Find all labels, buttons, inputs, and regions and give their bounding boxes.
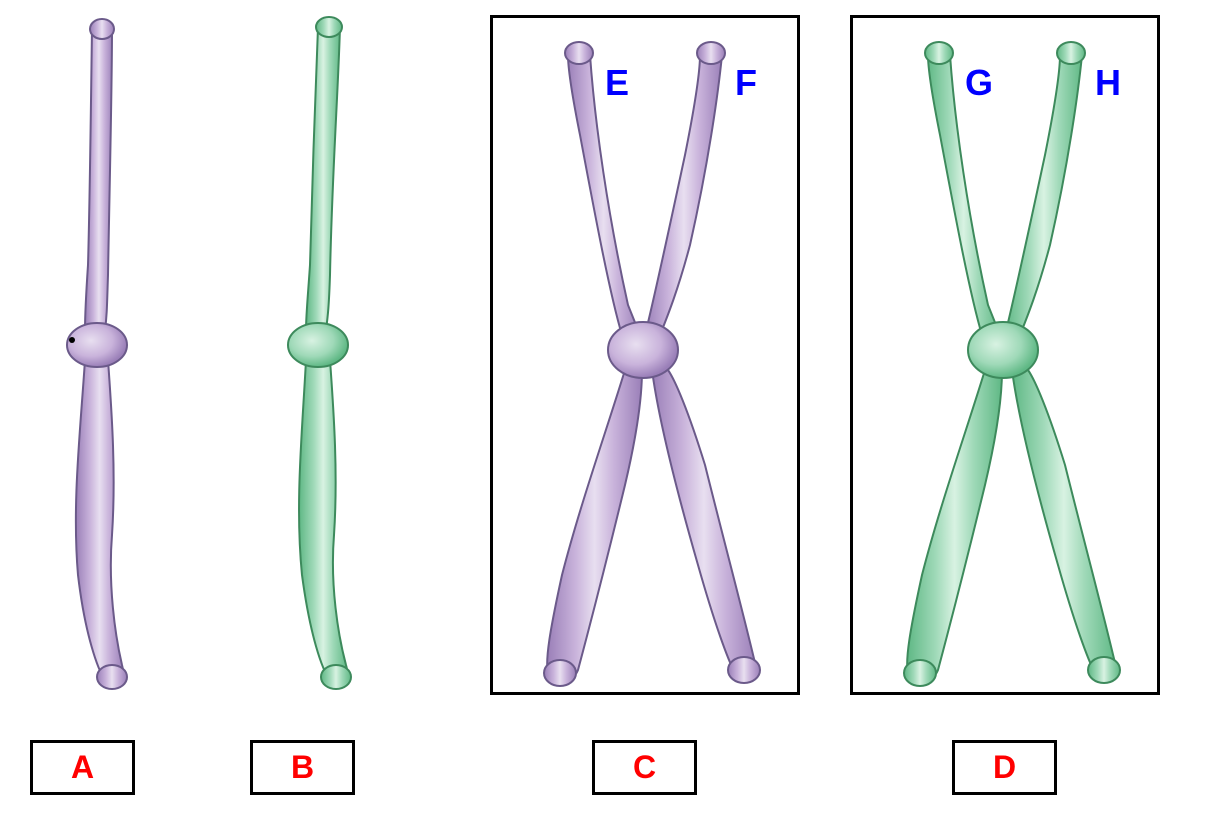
label-f: F <box>735 62 757 104</box>
chromosome-d <box>850 15 1160 695</box>
chromosome-c <box>490 15 800 695</box>
chromosome-a-svg <box>30 15 180 695</box>
label-d-text: D <box>993 749 1016 786</box>
label-box-c: C <box>592 740 697 795</box>
chromosome-b-svg <box>250 15 400 695</box>
label-b-text: B <box>291 749 314 786</box>
label-box-a: A <box>30 740 135 795</box>
label-box-b: B <box>250 740 355 795</box>
label-a-text: A <box>71 749 94 786</box>
chromosome-c-svg <box>490 15 800 695</box>
label-g: G <box>965 62 993 104</box>
chromosome-b <box>250 15 400 695</box>
label-box-d: D <box>952 740 1057 795</box>
label-c-text: C <box>633 749 656 786</box>
chromosome-d-svg <box>850 15 1160 695</box>
label-e: E <box>605 62 629 104</box>
label-h: H <box>1095 62 1121 104</box>
chromosome-a <box>30 15 180 695</box>
chromosome-diagram: E F <box>0 0 1216 821</box>
